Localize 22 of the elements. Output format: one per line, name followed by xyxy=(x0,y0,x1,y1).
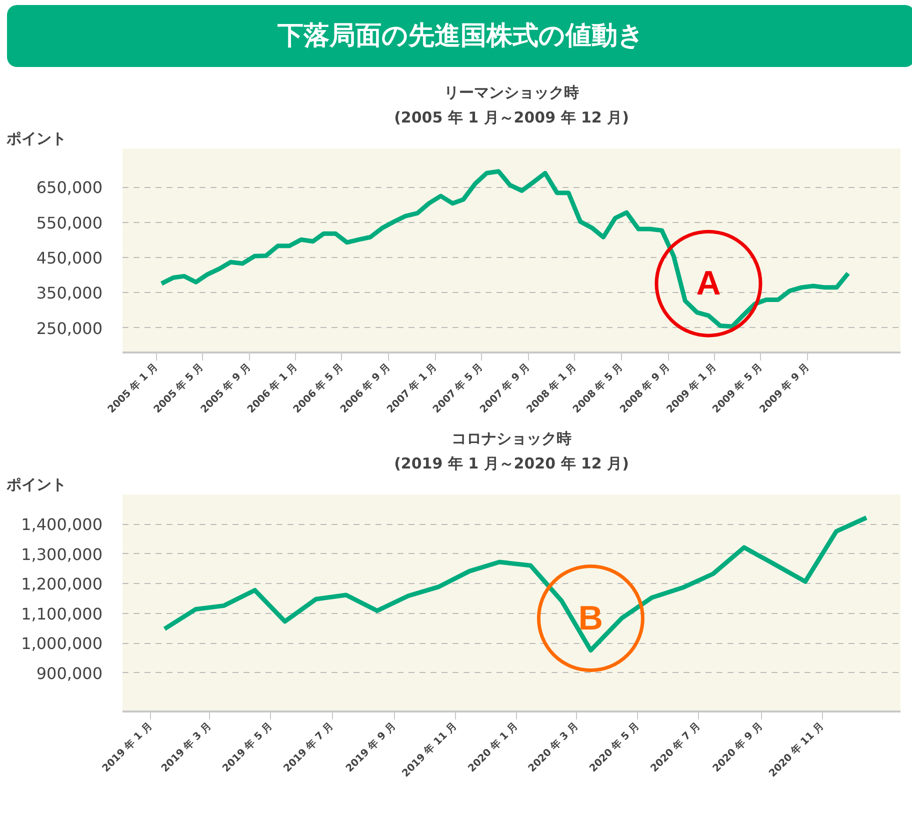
chart-title: コロナショック時 xyxy=(452,430,572,448)
chart-subtitle: (2019 年 1 月～2020 年 12 月) xyxy=(394,454,629,472)
chart-title: リーマンショック時 xyxy=(444,84,579,102)
y-axis-title: ポイント xyxy=(6,476,66,494)
y-tick-label: 550,000 xyxy=(36,213,103,232)
text: 下落局面の先進国株式の値動き xyxy=(7,5,912,67)
line-series xyxy=(162,515,869,653)
y-tick-label: 650,000 xyxy=(36,178,103,198)
annotation: B xyxy=(578,599,603,638)
chart-subtitle: (2005 年 1 月～2009 年 12 月) xyxy=(394,108,629,126)
y-tick-label: 350,000 xyxy=(36,284,103,303)
y-tick-label: 900,000 xyxy=(36,664,103,683)
y-tick-label: 1,400,000 xyxy=(21,515,103,534)
y-tick-label: 1,100,000 xyxy=(21,604,103,624)
y-tick-label: 250,000 xyxy=(36,318,103,338)
y-tick-label: 450,000 xyxy=(36,248,103,268)
annotation: A xyxy=(696,264,721,303)
y-tick-label: 1,200,000 xyxy=(21,574,103,594)
y-tick-label: 1,300,000 xyxy=(21,544,103,564)
y-tick-label: 1,000,000 xyxy=(21,634,103,654)
y-axis-title: ポイント xyxy=(6,130,66,148)
line-series xyxy=(159,169,850,329)
